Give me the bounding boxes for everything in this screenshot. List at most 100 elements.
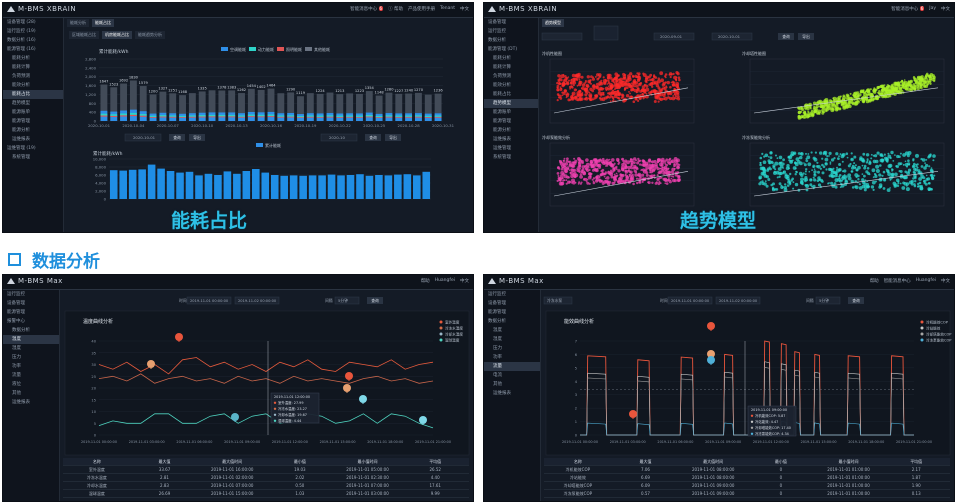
sidebar-item[interactable]: 能源分析 (12, 128, 30, 133)
lang-switch[interactable]: 中文 (460, 7, 469, 12)
scatter-point (674, 159, 678, 164)
subtab-trend[interactable]: 能耗趋势分析 (135, 31, 165, 39)
sidebar-item[interactable]: 运维管理 (19) (7, 146, 36, 151)
sidebar-item[interactable]: 设备管理 (488, 20, 506, 25)
user-menu[interactable]: Tenant (440, 6, 455, 11)
sidebar-item[interactable]: 压力 (12, 355, 21, 360)
sidebar-item[interactable]: 能源管理 (488, 310, 506, 315)
sidebar-item[interactable]: 设备管理 (488, 301, 506, 306)
x-tick: 2020-10-07 (157, 123, 180, 128)
sidebar-item[interactable]: 趋势模型 (12, 101, 30, 106)
sidebar-item[interactable]: 系统管理 (493, 155, 511, 160)
data-label: 1200 (148, 89, 158, 93)
sidebar-item[interactable]: 温度 (3, 335, 59, 344)
sidebar-item[interactable]: 能源分析 (493, 128, 511, 133)
sidebar-item[interactable]: 能耗计算 (12, 65, 30, 70)
sidebar-item[interactable]: 能耗占比 (493, 92, 511, 97)
notify-button[interactable]: 智能消息中心 6 (891, 6, 925, 12)
sidebar-item[interactable]: 数据分析 (12, 328, 30, 333)
sidebar-item[interactable]: 运维管理 (493, 146, 511, 151)
scatter-point (904, 170, 907, 174)
user-menu[interactable]: Huangfei (434, 278, 455, 283)
lang-switch[interactable]: 中文 (941, 279, 950, 284)
sidebar-item[interactable]: 趋势模型 (484, 99, 538, 108)
help-link[interactable]: 帮助 (420, 279, 430, 284)
scatter-point (615, 165, 618, 169)
scatter-point (599, 97, 603, 101)
notify-button[interactable]: 智能消息中心 6 (350, 6, 384, 12)
interval-select (334, 296, 360, 305)
sidebar-item[interactable]: 能源管理 (DT) (488, 47, 518, 52)
sidebar-item[interactable]: 压力 (493, 346, 502, 351)
subtab-room[interactable]: 机房能耗占比 (102, 31, 132, 39)
user-menu[interactable]: Huangfei (915, 278, 936, 283)
sidebar-item[interactable]: 运维报表 (493, 137, 511, 142)
scatter-point (814, 151, 817, 154)
sidebar-item[interactable]: 温度 (493, 328, 502, 333)
sidebar-item[interactable]: 能源管理 (493, 119, 511, 124)
sidebar-item[interactable]: 能源账单 (12, 110, 30, 115)
scatter-point (653, 89, 658, 94)
tab-energy-share[interactable]: 能耗占比 (92, 19, 114, 27)
user-menu[interactable]: Jay (929, 6, 936, 11)
help-link[interactable]: ⓘ 帮助 (388, 7, 404, 12)
sidebar-item[interactable]: 能效分析 (12, 83, 30, 88)
tab-trend-model[interactable]: 趋势模型 (542, 19, 564, 27)
scatter-point (832, 104, 836, 108)
sidebar-item[interactable]: 数据分析 (488, 38, 506, 43)
sidebar-item[interactable]: 能源管理 (7, 310, 25, 315)
sidebar-item[interactable]: 报警中心 (7, 319, 25, 324)
sidebar-item[interactable]: 能源管理 (16) (7, 47, 36, 52)
sidebar-item[interactable]: 运行监控 (7, 292, 25, 297)
sidebar-item[interactable]: 功率 (12, 364, 21, 369)
scatter-point (671, 96, 676, 101)
sidebar-item[interactable]: 运维报表 (493, 391, 511, 396)
sidebar-item[interactable]: 能源管理 (12, 119, 30, 124)
sidebar-item[interactable]: 液位 (12, 382, 21, 387)
lang-switch[interactable]: 中文 (941, 7, 950, 12)
sidebar-item[interactable]: 能耗分析 (493, 56, 511, 61)
scatter-point (596, 77, 600, 81)
sidebar-item[interactable]: 运行监控 (488, 29, 506, 34)
scatter-point (835, 175, 838, 178)
help-link[interactable]: 帮助 (869, 279, 879, 284)
sidebar-item[interactable]: 负荷预测 (12, 74, 30, 79)
sidebar-item[interactable]: 设备管理 (7, 301, 25, 306)
scatter-point (781, 161, 783, 163)
x-tick: 2019-11-01 06:00:00 (657, 440, 693, 444)
sidebar-item[interactable]: 能耗分析 (12, 56, 30, 61)
sidebar-item[interactable]: 系统管理 (12, 155, 30, 160)
sidebar-item[interactable]: 数据分析 (16) (7, 38, 36, 43)
sidebar-item[interactable]: 功率 (493, 355, 502, 360)
sidebar-item[interactable]: 能效分析 (493, 83, 511, 88)
sidebar-item[interactable]: 数据分析 (488, 319, 506, 324)
sidebar-item[interactable]: 流量 (484, 362, 540, 371)
sidebar-item[interactable]: 湿度 (12, 346, 21, 351)
sidebar-item[interactable]: 能源账单 (493, 110, 511, 115)
sidebar-item[interactable]: 能耗占比 (3, 90, 63, 99)
sidebar-item[interactable]: 能耗计算 (493, 65, 511, 70)
subtab-area[interactable]: 区域能耗占比 (69, 31, 99, 39)
sidebar-item[interactable]: 负荷预测 (493, 74, 511, 79)
sidebar-item[interactable]: 其他 (493, 382, 502, 387)
notify-button[interactable]: 智能消息中心 (883, 279, 911, 284)
scatter-point (568, 180, 572, 184)
sidebar-item[interactable]: 电流 (493, 373, 502, 378)
lang-switch[interactable]: 中文 (460, 279, 469, 284)
sidebar-item[interactable]: 流量 (12, 373, 21, 378)
sidebar-item[interactable]: 湿度 (493, 337, 502, 342)
app-logo: M-BMS XBRAIN (488, 5, 557, 13)
scatter-point (557, 89, 560, 92)
scatter-point (840, 104, 843, 106)
sidebar-item[interactable]: 其他 (12, 391, 21, 396)
sidebar-item[interactable]: 运行监控 (19) (7, 29, 36, 34)
scatter-point (615, 79, 619, 83)
scatter-point (657, 182, 661, 186)
manual-link[interactable]: 产品使用手册 (408, 7, 436, 12)
tab-energy-analysis[interactable]: 能耗分析 (67, 19, 89, 27)
sidebar-item[interactable]: 运维报表 (12, 400, 30, 405)
table-cell: 冷冻泵能效COP (563, 491, 593, 496)
sidebar-item[interactable]: 运维报表 (12, 137, 30, 142)
sidebar-item[interactable]: 设备管理 (28) (7, 20, 36, 25)
sidebar-item[interactable]: 运行监控 (488, 292, 506, 297)
